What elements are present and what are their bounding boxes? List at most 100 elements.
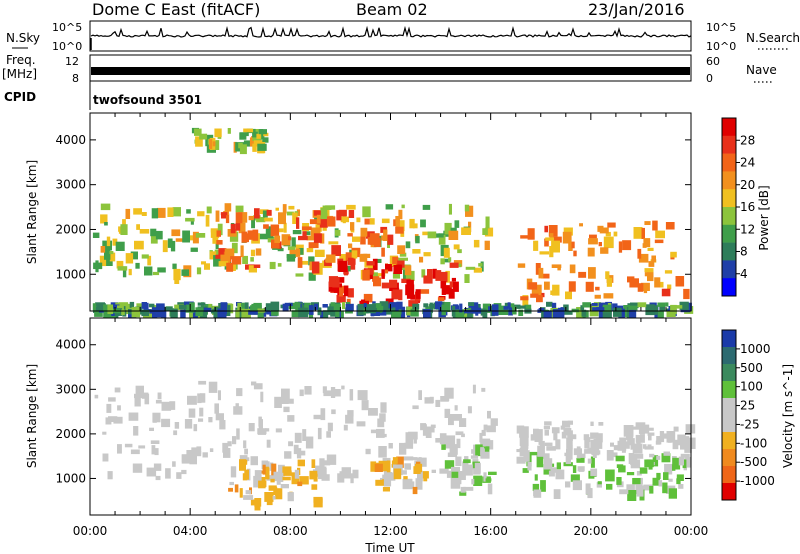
velocity-echo-cell bbox=[287, 398, 294, 404]
power-echo-cell bbox=[271, 307, 279, 316]
power-echo-cell bbox=[196, 267, 202, 275]
velocity-echo-cell bbox=[265, 467, 270, 480]
power-echo-cell bbox=[638, 253, 649, 263]
power-echo-cell bbox=[454, 220, 460, 228]
power-echo-cell bbox=[415, 289, 421, 299]
power-echo-cell bbox=[468, 302, 479, 311]
velocity-panel: 1000 2000 3000 4000 Slant Range [km] bbox=[25, 317, 696, 516]
velocity-echo-cell bbox=[404, 463, 411, 470]
velocity-echo-cell bbox=[571, 434, 577, 440]
power-echo-cell bbox=[241, 308, 251, 320]
velocity-echo-cell bbox=[343, 424, 348, 431]
velocity-echo-cell bbox=[244, 469, 249, 480]
velocity-echo-cell bbox=[411, 457, 418, 461]
velocity-echo-cell bbox=[533, 429, 543, 441]
velocity-echo-cell bbox=[658, 480, 663, 487]
power-echo-cell bbox=[440, 258, 445, 265]
velocity-echo-cell bbox=[265, 428, 270, 432]
velocity-echo-cell bbox=[219, 420, 226, 430]
velocity-echo-cell bbox=[562, 420, 571, 428]
power-echo-cell bbox=[217, 308, 227, 321]
nsearch-tick-high: 10^5 bbox=[706, 21, 736, 34]
velocity-echo-cell bbox=[584, 437, 590, 449]
power-echo-cell bbox=[201, 261, 206, 265]
power-echo-cell bbox=[205, 214, 210, 227]
velocity-echo-cell bbox=[155, 399, 162, 404]
velocity-y-tick-label: 1000 bbox=[55, 471, 86, 485]
power-echo-cell bbox=[360, 227, 368, 237]
power-echo-cell bbox=[206, 206, 212, 214]
velocity-echo-cell bbox=[227, 441, 232, 447]
power-y-tick-label: 1000 bbox=[55, 267, 86, 281]
power-echo-cell bbox=[594, 294, 601, 299]
power-echo-cell bbox=[392, 256, 399, 265]
velocity-echo-cell bbox=[463, 459, 471, 464]
power-echo-cell bbox=[589, 234, 597, 239]
velocity-echo-cell bbox=[191, 447, 200, 456]
power-echo-cell bbox=[351, 250, 358, 259]
power-echo-cell bbox=[393, 268, 399, 274]
power-echo-cell bbox=[538, 267, 544, 279]
power-echo-cell bbox=[541, 307, 546, 320]
power-echo-cell bbox=[199, 133, 208, 140]
power-x-axis bbox=[89, 113, 692, 311]
power-echo-cell bbox=[421, 269, 426, 278]
power-echo-cell bbox=[444, 285, 452, 295]
power-echo-cell bbox=[437, 297, 445, 302]
velocity-echo-cell bbox=[356, 421, 366, 427]
power-echo-cell bbox=[652, 220, 658, 231]
power-echo-cell bbox=[401, 204, 405, 209]
power-echo-cell bbox=[535, 263, 541, 275]
velocity-echo-cell bbox=[150, 440, 160, 444]
velocity-echo-cell bbox=[460, 486, 466, 493]
velocity-echo-cell bbox=[273, 487, 278, 496]
power-echo-cell bbox=[641, 227, 645, 239]
power-echo-cell bbox=[277, 263, 282, 267]
power-echo-cell bbox=[563, 310, 573, 315]
velocity-echo-cell bbox=[299, 450, 306, 456]
velocity-echo-cell bbox=[392, 457, 398, 464]
velocity-echo-cell bbox=[345, 414, 354, 424]
power-echo-cell bbox=[484, 227, 494, 237]
velocity-echo-cell bbox=[596, 482, 602, 488]
velocity-echo-cell bbox=[631, 438, 635, 446]
velocity-echo-cell bbox=[361, 400, 369, 411]
power-echo-cell bbox=[235, 309, 240, 318]
power-echo-cell bbox=[657, 302, 666, 307]
power-echo-cell bbox=[440, 271, 448, 283]
velocity-echo-cell bbox=[597, 481, 602, 485]
velocity-echo-cell bbox=[276, 474, 281, 485]
power-echo-cell bbox=[450, 227, 457, 233]
velocity-echo-cell bbox=[239, 488, 243, 498]
power-y-tick-label: 3000 bbox=[55, 178, 86, 192]
velocity-echo-cell bbox=[155, 475, 161, 481]
power-echo-cell bbox=[595, 286, 600, 291]
cpid-value: twofsound 3501 bbox=[93, 93, 202, 107]
power-echo-cell bbox=[520, 296, 529, 301]
power-echo-cell bbox=[441, 285, 446, 295]
power-echo-cell bbox=[250, 257, 254, 262]
velocity-echo-cell bbox=[146, 467, 157, 477]
freq-label-line1: Freq. bbox=[6, 53, 36, 67]
power-echo-cell bbox=[243, 140, 254, 147]
power-echo-cell bbox=[327, 216, 336, 227]
power-echo-cell bbox=[667, 284, 672, 290]
velocity-echo-cell bbox=[117, 444, 122, 454]
power-echo-cell bbox=[99, 255, 107, 267]
power-echo-cell bbox=[241, 302, 245, 310]
power-echo-cell bbox=[385, 264, 392, 270]
velocity-echo-cell bbox=[245, 490, 252, 495]
power-echo-cell bbox=[172, 207, 181, 217]
power-echo-cell bbox=[364, 218, 370, 225]
velocity-echo-cell bbox=[544, 442, 553, 446]
power-echo-cell bbox=[423, 252, 431, 257]
power-echo-cell bbox=[603, 293, 614, 299]
power-echo-cell bbox=[230, 263, 236, 271]
velocity-echo-cell bbox=[560, 425, 565, 430]
power-echo-cell bbox=[125, 208, 131, 219]
velocity-echo-cell bbox=[114, 387, 121, 393]
power-echo-cell bbox=[665, 222, 675, 230]
power-echo-cell bbox=[117, 305, 124, 311]
power-echo-cell bbox=[422, 231, 430, 236]
power-echo-cell bbox=[607, 222, 616, 228]
